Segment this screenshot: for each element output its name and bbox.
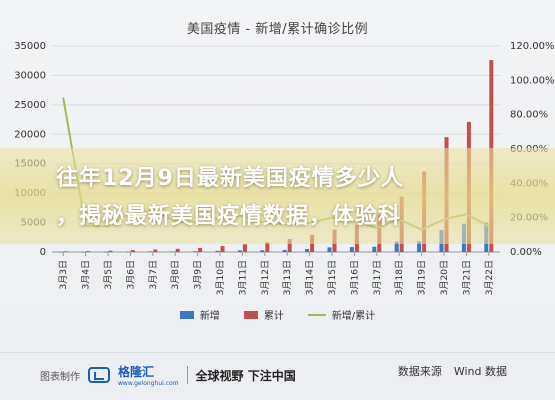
x-tick-label: 3月18日 — [394, 260, 405, 295]
bar-new — [417, 241, 422, 252]
bar-cumulative — [265, 242, 270, 252]
bar-cumulative — [242, 244, 247, 252]
x-tick-label: 3月20日 — [439, 260, 450, 295]
bar-cumulative — [108, 250, 113, 252]
footer-bar: 图表制作 格隆汇 www.gelonghui.com 全球视野 下注中国 数据来… — [0, 352, 555, 389]
bar-cumulative — [130, 250, 135, 252]
brand-url: www.gelonghui.com — [118, 380, 179, 387]
x-tick-label: 3月6日 — [125, 260, 136, 289]
y-left-tick-label: 0 — [40, 247, 46, 258]
bar-new — [237, 250, 242, 252]
footer-divider — [186, 366, 188, 384]
y-left-tick-label: 25000 — [14, 100, 46, 111]
x-tick-label: 3月8日 — [170, 260, 181, 289]
bar-cumulative — [86, 251, 91, 252]
y-left-tick-label: 30000 — [14, 70, 46, 81]
footer-right: 数据来源 Wind 数据 — [398, 363, 507, 379]
bar-cumulative — [220, 246, 225, 252]
legend-swatch-cumulative — [243, 310, 258, 319]
x-tick-label: 3月21日 — [461, 260, 472, 295]
bar-new — [394, 241, 399, 252]
x-tick-label: 3月3日 — [58, 260, 69, 289]
x-tick-label: 3月4日 — [81, 260, 92, 289]
x-tick-label: 3月10日 — [215, 260, 226, 295]
x-axis: 3月3日 3月4日 3月5日 3月6日 3月7日 3月8日 3月9日 3月10日 3月11日 3月… — [58, 252, 495, 295]
y-right-tick-label: 120.00% — [510, 41, 555, 52]
footer-left: 图表制作 格隆汇 www.gelonghui.com 全球视野 下注中国 — [40, 363, 296, 387]
legend-item-new: 新增 — [179, 307, 220, 322]
x-tick-label: 3月19日 — [417, 260, 428, 295]
bar-new — [327, 247, 332, 252]
bar-new — [58, 251, 63, 253]
legend-swatch-new — [179, 310, 194, 319]
data-source-value: Wind 数据 — [453, 365, 507, 378]
bar-cumulative — [198, 247, 203, 252]
brand-block: 格隆汇 www.gelonghui.com — [118, 363, 179, 387]
x-tick-label: 3月5日 — [103, 260, 114, 289]
x-tick-label: 3月22日 — [484, 260, 495, 295]
bar-new — [81, 251, 86, 253]
x-tick-label: 3月9日 — [193, 260, 204, 289]
data-source-label: 数据来源 — [397, 365, 442, 378]
y-right-tick-label: 80.00% — [510, 110, 548, 121]
legend-swatch-ratio — [307, 313, 326, 316]
legend-item-ratio: 新增/累计 — [307, 307, 376, 322]
bar-cumulative — [175, 248, 180, 252]
bar-new — [215, 250, 220, 252]
x-tick-label: 3月7日 — [148, 260, 159, 289]
overlay-banner — [0, 148, 555, 244]
chart-title: 美国疫情 - 新增/累计确诊比例 — [186, 22, 369, 37]
legend-label-ratio: 新增/累计 — [331, 311, 376, 322]
y-left-tick-label: 20000 — [14, 129, 46, 140]
brand-name: 格隆汇 — [118, 365, 155, 379]
bar-new — [148, 251, 153, 252]
footer-slogan: 全球视野 下注中国 — [195, 368, 296, 383]
legend-item-cumulative: 累计 — [243, 307, 284, 322]
bar-new — [282, 249, 287, 252]
bar-new — [372, 246, 377, 252]
bar-new — [103, 251, 108, 253]
y-right-tick-label: 100.00% — [510, 75, 555, 86]
bar-new — [305, 248, 310, 252]
x-tick-label: 3月16日 — [349, 260, 360, 295]
bar-new — [170, 251, 175, 253]
x-tick-label: 3月17日 — [372, 260, 383, 295]
source-label: 图表制作 — [40, 371, 80, 383]
x-tick-label: 3月13日 — [282, 260, 293, 295]
bar-cumulative — [287, 239, 292, 252]
bar-new — [125, 251, 130, 253]
legend-label-cumulative: 累计 — [263, 311, 284, 322]
bar-new — [349, 247, 354, 252]
bar-cumulative — [153, 249, 158, 252]
brand-logo-icon — [88, 367, 110, 383]
x-tick-label: 3月12日 — [260, 260, 271, 295]
bar-new — [260, 250, 265, 252]
chart-legend: 新增 累计 新增/累计 — [0, 307, 555, 322]
y-left-tick-label: 35000 — [14, 41, 46, 52]
x-tick-label: 3月14日 — [305, 260, 316, 295]
y-right-tick-label: 0.00% — [510, 247, 542, 258]
legend-label-new: 新增 — [199, 311, 220, 322]
overlay-headline-2: ，揭秘最新美国疫情数据，体验科 — [56, 204, 402, 229]
overlay-headline-1: 往年12月9日最新美国疫情多少人 — [56, 166, 404, 191]
bar-cumulative — [63, 251, 68, 252]
bar-new — [193, 251, 198, 252]
x-tick-label: 3月11日 — [237, 260, 248, 295]
x-tick-label: 3月15日 — [327, 260, 338, 295]
